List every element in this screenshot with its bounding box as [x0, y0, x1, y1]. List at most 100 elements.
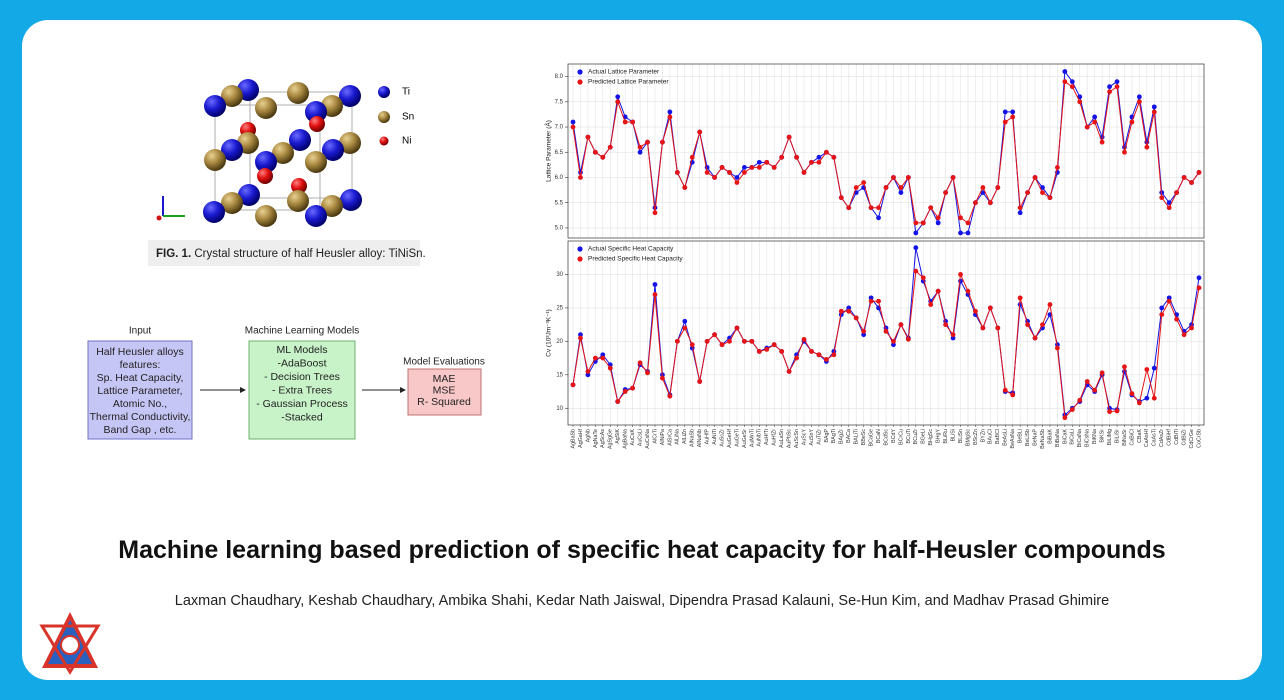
point	[637, 360, 643, 366]
y-tick-label: 25	[556, 305, 563, 311]
atom	[321, 195, 343, 217]
point	[1114, 408, 1120, 414]
x-tick-label: AlSrCa	[667, 429, 673, 446]
point	[891, 342, 896, 348]
axes-gizmo	[156, 196, 185, 221]
x-tick-label: BHgY	[936, 429, 942, 443]
y-axis-label: Cv (10³Jm⁻³K⁻¹)	[546, 309, 553, 357]
point	[868, 298, 874, 304]
point	[831, 154, 837, 160]
point	[1196, 170, 1202, 175]
x-tick-label: BCdY	[891, 429, 897, 443]
point	[660, 139, 665, 145]
point	[600, 352, 606, 358]
point	[1010, 114, 1016, 120]
legend-label: Predicted Lattice Parameter	[588, 79, 669, 86]
x-tick-label: CaAsTi	[1152, 429, 1158, 446]
point	[578, 175, 583, 180]
point	[846, 305, 852, 311]
point	[1025, 322, 1030, 328]
point	[1040, 322, 1045, 328]
point	[1174, 316, 1180, 322]
x-tick-label: AuSnY	[809, 429, 815, 446]
x-tick-label: BLiSi	[950, 429, 956, 441]
atom	[339, 132, 361, 154]
x-tick-label: BScZn	[973, 429, 979, 445]
point	[570, 119, 576, 125]
point	[958, 272, 963, 277]
point	[585, 134, 591, 140]
point	[578, 335, 583, 341]
x-tick-label: BeNaP	[1032, 429, 1038, 446]
x-tick-label: AlNaSb	[690, 429, 696, 447]
point	[1151, 109, 1157, 115]
point	[1196, 285, 1202, 291]
point	[1144, 367, 1150, 372]
point	[1069, 407, 1075, 413]
point	[704, 170, 710, 175]
point	[913, 245, 919, 251]
box-line: ML Models	[277, 344, 328, 356]
point	[600, 355, 606, 361]
point	[615, 94, 621, 100]
x-tick-label: AgScAs	[600, 429, 606, 448]
point	[883, 328, 889, 334]
x-tick-label: AuPbSc	[787, 429, 793, 448]
box-line: Atomic No.,	[113, 398, 167, 410]
legend-label: Ni	[402, 136, 411, 147]
x-tick-label: AuGeSr	[742, 429, 748, 448]
point	[1055, 345, 1060, 351]
point	[704, 338, 710, 344]
box-line: MSE	[433, 384, 456, 396]
x-tick-label: CdBiZr	[1182, 429, 1188, 446]
x-tick-label: AuGeTi	[734, 429, 740, 447]
point	[1189, 180, 1194, 185]
point	[950, 175, 956, 180]
point	[1017, 205, 1023, 211]
x-tick-label: AuCsLi	[637, 429, 643, 446]
plot-frame	[567, 63, 1205, 239]
point	[712, 332, 717, 338]
box-line: Thermal Conductivity,	[90, 411, 191, 423]
atom	[221, 192, 243, 214]
x-tick-label: BCrCu	[898, 429, 904, 445]
point	[652, 210, 658, 216]
paper-title: Machine learning based prediction of spe…	[118, 536, 1166, 564]
x-tick-label: BMgSc	[965, 429, 971, 446]
atom-legend: Ti Sn Ni	[378, 86, 414, 147]
point	[645, 139, 650, 145]
point	[1077, 94, 1083, 100]
atom	[255, 97, 277, 119]
point	[1136, 400, 1142, 406]
point	[846, 308, 852, 314]
point	[958, 215, 963, 221]
x-tick-label: BAgZr	[839, 429, 845, 444]
x-tick-label: BCaGe	[869, 429, 875, 446]
atom	[309, 116, 325, 132]
point	[607, 365, 613, 371]
y-tick-label: 30	[556, 272, 563, 278]
atom	[287, 190, 309, 212]
y-tick-label: 15	[556, 372, 563, 378]
point	[1002, 109, 1008, 115]
point	[697, 129, 703, 135]
point	[779, 349, 785, 354]
point	[1136, 99, 1142, 105]
x-tick-label: AuHfP	[705, 429, 711, 445]
point	[1122, 364, 1127, 370]
point	[958, 278, 963, 284]
legend-atom	[378, 111, 390, 123]
atom	[221, 85, 243, 107]
legend-marker	[577, 69, 583, 75]
x-tick-label: AlLiZn	[682, 429, 688, 444]
point	[600, 154, 606, 160]
point	[712, 175, 717, 180]
point	[1122, 149, 1127, 155]
x-tick-label: BALiTi	[854, 429, 860, 444]
x-tick-label: BiCsNa	[1085, 429, 1091, 447]
arrow-head	[400, 387, 406, 393]
y-tick-label: 6.0	[555, 175, 564, 181]
x-tick-label: AuScSn	[794, 429, 800, 448]
legend-atom	[378, 86, 390, 98]
